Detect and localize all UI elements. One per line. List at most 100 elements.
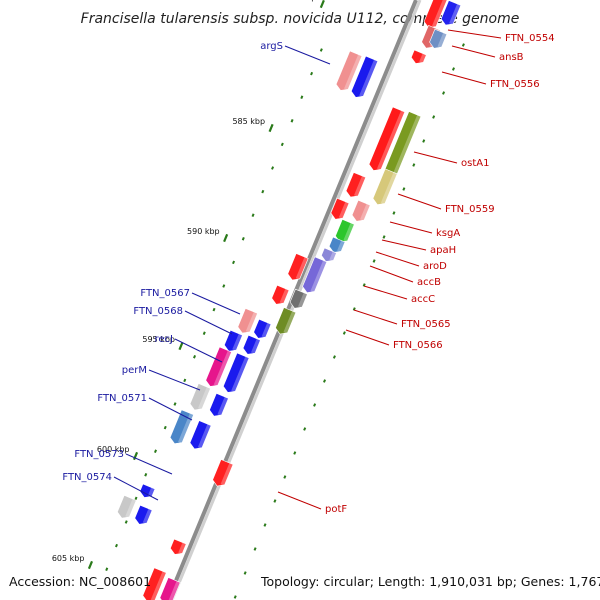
scale-tick: [290, 119, 294, 123]
scale-tick: [243, 571, 247, 575]
gene-block-FTN_0567b: [253, 318, 272, 339]
gene-block-FTN_0567-shape: [237, 308, 258, 334]
gene-block-highlight: [419, 53, 427, 64]
scale-tick: [124, 520, 128, 524]
gene-block-aroD: [328, 236, 346, 253]
scale-major-tick: [132, 451, 139, 461]
scale-tick: [280, 142, 284, 147]
scale-label: 595 kbp: [142, 335, 175, 344]
scale-tick: [293, 451, 297, 455]
label-leader: [113, 476, 159, 501]
gene-block-FTN_0559-highlight: [380, 172, 398, 205]
gene-block-perM: [189, 383, 211, 411]
gene-label-ansB: ansB: [499, 52, 524, 63]
label-leader: [441, 71, 487, 85]
gene-block-highlight: [231, 356, 250, 393]
scale-label: 585 kbp: [232, 117, 265, 126]
gene-label-FTN_0573: FTN_0573: [74, 449, 124, 460]
gene-label-apaH: apaH: [430, 245, 456, 256]
scale-tick: [114, 543, 118, 548]
label-leader: [148, 397, 193, 421]
label-leader: [174, 338, 223, 363]
scale-tick: [300, 95, 304, 99]
gene-block: [222, 352, 250, 393]
scale-tick: [382, 235, 386, 239]
scale-tick: [241, 237, 245, 241]
gene-block-shape: [139, 483, 156, 498]
gene-block-ksgA-highlight: [360, 203, 371, 221]
scale-label: 580 kbp: [284, 0, 317, 2]
gene-block-FTN_0567: [237, 308, 258, 334]
scale-tick: [303, 427, 307, 431]
gene-block-shape: [222, 352, 250, 393]
gene-label-aroD: aroD: [423, 261, 447, 272]
scale-tick: [154, 449, 158, 453]
scale-tick: [432, 115, 436, 119]
gene-block: [345, 172, 367, 198]
gene-block-FTN_0559: [372, 168, 398, 205]
gene-block-shape: [330, 197, 350, 220]
tick-group: 580 kbp 585 kbp 590 kbp 595 kbp 600 kbp 605 k…: [52, 0, 465, 599]
gene-block: [242, 334, 261, 355]
gene-block-FTN_0555: [350, 55, 379, 98]
scale-tick: [310, 71, 314, 76]
scale-tick: [183, 378, 187, 383]
gene-block-ostA1-highlight: [376, 110, 405, 171]
gene-label-FTN_0568: FTN_0568: [133, 306, 183, 317]
gene-block-potF: [212, 459, 234, 487]
scale-major-tick: [268, 123, 274, 133]
gene-block: [271, 284, 290, 305]
gene-block-accB: [321, 247, 337, 262]
gene-block-ksgA: [351, 199, 371, 222]
gene-label-argS: argS: [260, 41, 283, 52]
scale-tick: [105, 567, 109, 571]
gene-block: [142, 567, 167, 600]
gene-block: [189, 420, 212, 450]
gene-block-perM-highlight: [197, 386, 211, 410]
gene-block-argS: [335, 50, 363, 91]
gene-block-highlight: [279, 288, 290, 305]
gene-block-highlight: [217, 396, 229, 416]
scale-tick: [402, 187, 406, 191]
gene-block-ksgA-shape: [351, 199, 371, 222]
scale-label: 590 kbp: [187, 227, 220, 236]
label-leader: [447, 29, 502, 39]
gene-label-FTN_0574: FTN_0574: [62, 472, 112, 483]
gene-block-highlight: [295, 256, 309, 280]
gene-block-highlight: [432, 0, 448, 28]
label-leader: [191, 292, 241, 315]
gene-block-ostA1-green-highlight: [388, 114, 421, 186]
label-leader: [363, 285, 408, 300]
gene-block-shape: [169, 538, 187, 555]
gene-block: [429, 28, 448, 49]
gene-block-shape: [142, 567, 167, 600]
gene-block-accC-shape: [302, 256, 328, 293]
gene-block-FTN_0566: [275, 307, 297, 335]
gene-block-highlight: [338, 201, 350, 219]
gene-block-FTN_0566-shape: [275, 307, 297, 335]
scale-label: 600 kbp: [97, 445, 130, 454]
gene-block-shape: [345, 172, 367, 198]
scale-tick: [251, 213, 255, 217]
gene-block-shape: [242, 334, 261, 355]
gene-label-accC: accC: [411, 294, 435, 305]
scale-major-tick: [178, 341, 184, 351]
gene-label-FTN_0559: FTN_0559: [445, 204, 495, 215]
gene-block-FTN_0574-highlight: [125, 498, 137, 518]
gene-block-recJ: [205, 346, 232, 387]
gene-block: [169, 538, 187, 555]
gene-block-FTN_0565-shape: [289, 288, 308, 309]
gene-block-FTN_0574: [117, 494, 137, 519]
gene-block-FTN_0571: [169, 409, 194, 445]
scale-tick: [134, 496, 138, 501]
gene-block-shape: [189, 420, 212, 450]
gene-block-apaH-highlight: [343, 222, 355, 242]
scale-tick: [442, 91, 446, 95]
scale-tick: [144, 473, 148, 477]
gene-block: [440, 0, 462, 26]
scale-tick: [313, 403, 317, 407]
gene-block-highlight: [251, 338, 261, 355]
gene-label-FTN_0571: FTN_0571: [97, 393, 147, 404]
label-leader: [125, 453, 173, 475]
